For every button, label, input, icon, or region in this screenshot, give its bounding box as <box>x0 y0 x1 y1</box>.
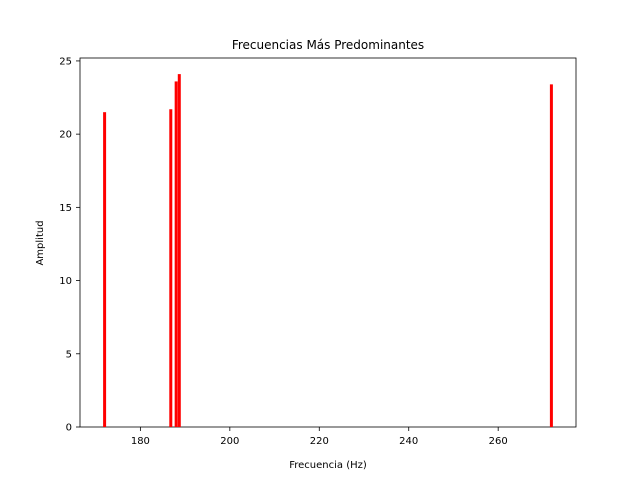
x-tick-label: 240 <box>399 436 418 447</box>
y-tick-label: 15 <box>59 203 72 214</box>
x-tick-label: 200 <box>220 436 239 447</box>
y-tick-label: 25 <box>59 56 72 67</box>
x-tick-label: 260 <box>489 436 508 447</box>
bar <box>549 84 553 427</box>
bar <box>177 74 181 427</box>
y-tick-label: 5 <box>66 349 72 360</box>
y-axis-ticks: 0 5 10 15 20 25 <box>59 56 80 434</box>
bar <box>174 81 178 427</box>
plot-area <box>79 57 577 428</box>
y-tick-label: 0 <box>66 423 72 434</box>
y-tick-label: 10 <box>59 276 72 287</box>
bar <box>169 109 173 427</box>
x-axis-label: Frecuencia (Hz) <box>289 460 367 471</box>
x-tick-label: 180 <box>131 436 150 447</box>
axes-frame <box>79 57 577 428</box>
x-axis-ticks: 180 200 220 240 260 <box>131 427 508 447</box>
bars <box>103 74 553 427</box>
y-tick-label: 20 <box>59 130 72 141</box>
y-axis-label: Amplitud <box>35 220 46 265</box>
x-tick-label: 220 <box>310 436 329 447</box>
bar <box>103 112 107 427</box>
chart-title: Frecuencias Más Predominantes <box>232 38 424 52</box>
